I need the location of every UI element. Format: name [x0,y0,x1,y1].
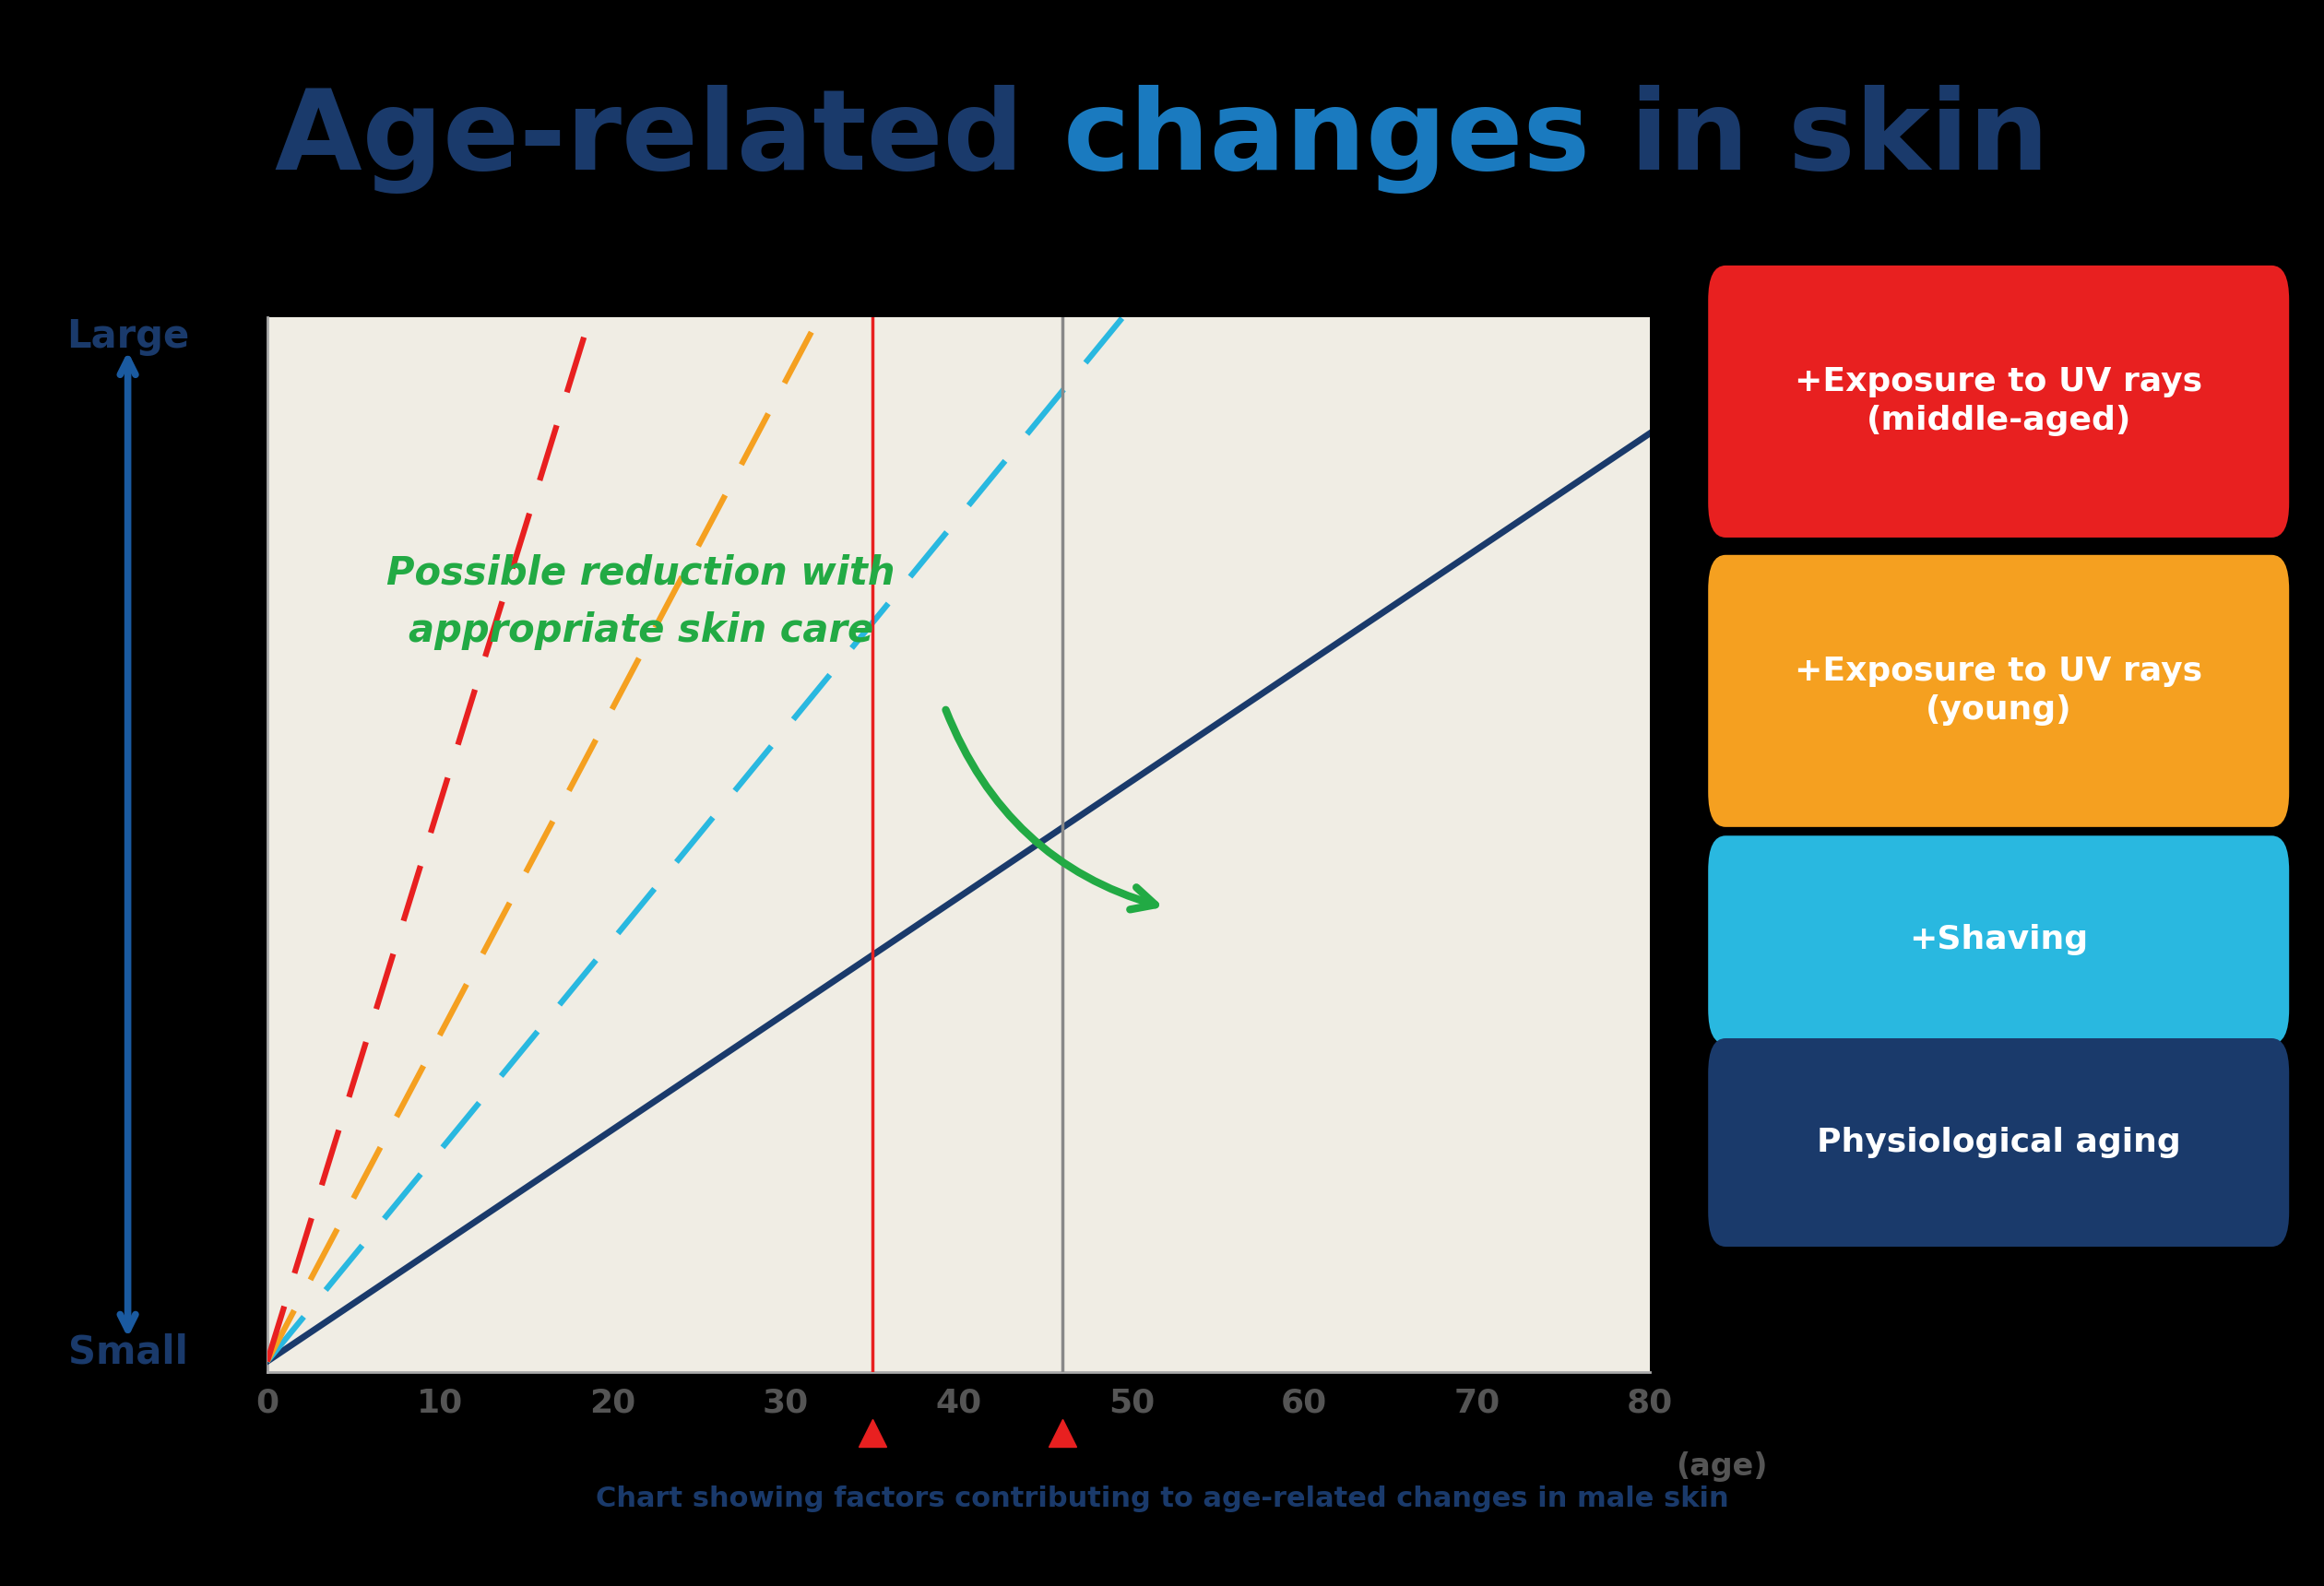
FancyBboxPatch shape [1708,265,2289,538]
FancyBboxPatch shape [1708,555,2289,826]
FancyBboxPatch shape [1708,836,2289,1044]
Text: Physiological aging: Physiological aging [1817,1126,2180,1158]
Text: in skin: in skin [1590,84,2050,193]
Text: +Exposure to UV rays
(young): +Exposure to UV rays (young) [1794,657,2203,726]
Text: in skin: in skin [0,84,458,193]
Text: Possible reduction with
appropriate skin care: Possible reduction with appropriate skin… [386,554,895,650]
Text: Age-related: Age-related [274,84,1062,193]
Text: changes: changes [1062,84,1590,193]
Text: +Shaving: +Shaving [1908,925,2089,955]
Text: Large: Large [67,317,188,355]
Text: changes: changes [0,84,528,193]
Text: (age): (age) [1676,1451,1769,1481]
Text: Age-related: Age-related [0,84,788,193]
Text: +Exposure to UV rays
(middle-aged): +Exposure to UV rays (middle-aged) [1794,366,2203,436]
FancyBboxPatch shape [1708,1039,2289,1247]
Text: Small: Small [67,1334,188,1372]
Text: Chart showing factors contributing to age-related changes in male skin: Chart showing factors contributing to ag… [595,1486,1729,1511]
